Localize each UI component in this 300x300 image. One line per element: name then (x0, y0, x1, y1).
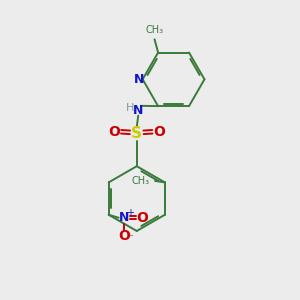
Text: O: O (118, 229, 130, 243)
Text: S: S (131, 126, 142, 141)
Text: +: + (126, 208, 134, 218)
Text: CH₃: CH₃ (131, 176, 149, 186)
Text: O: O (153, 125, 165, 139)
Text: N: N (133, 104, 143, 117)
Text: N: N (119, 211, 129, 224)
Text: CH₃: CH₃ (146, 26, 164, 35)
Text: N: N (134, 73, 144, 86)
Text: O: O (136, 211, 148, 225)
Text: ⁻: ⁻ (128, 233, 134, 243)
Text: H: H (126, 103, 134, 113)
Text: O: O (109, 125, 121, 139)
